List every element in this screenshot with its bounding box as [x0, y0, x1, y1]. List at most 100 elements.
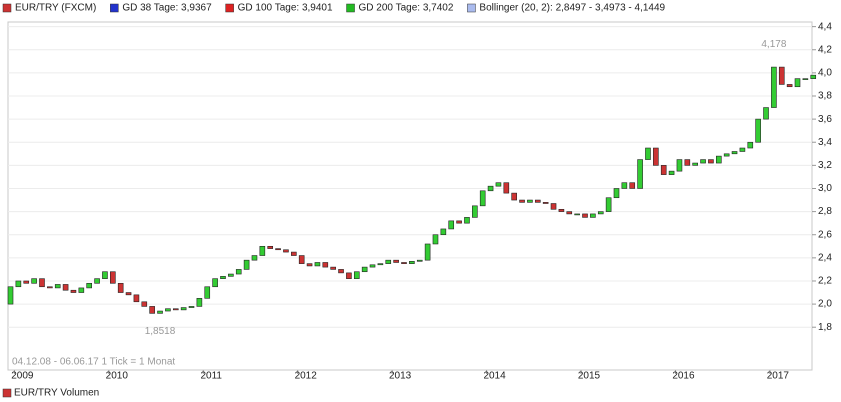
candle: [440, 228, 447, 236]
candle: [424, 243, 431, 261]
candle: [283, 249, 289, 253]
candle: [7, 286, 14, 305]
y-tick-label: 2,4: [818, 252, 832, 263]
plot-area: [7, 21, 813, 371]
y-tick-label: 3,2: [818, 160, 832, 171]
x-tick-label: 2009: [11, 371, 34, 382]
candle: [54, 284, 61, 289]
candle: [338, 269, 344, 274]
candle: [700, 159, 706, 164]
legend-swatch: [2, 3, 12, 13]
candle: [755, 118, 761, 143]
candle: [637, 159, 643, 189]
candle: [385, 259, 392, 264]
candle: [275, 248, 281, 251]
candle: [590, 213, 596, 218]
y-tick-label: 4,2: [818, 44, 832, 55]
volume-swatch: [2, 388, 12, 398]
y-tick-label: 2,0: [818, 299, 832, 310]
candle: [527, 199, 533, 203]
legend-label: GD 200 Tage: 3,7402: [359, 3, 454, 14]
candle: [692, 162, 698, 166]
candle: [361, 266, 368, 273]
candle: [298, 255, 305, 264]
x-tick-label: 2016: [672, 371, 695, 382]
candle: [235, 269, 242, 275]
y-tick-label: 3,0: [818, 183, 832, 194]
candle: [228, 273, 234, 277]
x-tick-label: 2012: [295, 371, 318, 382]
candle: [731, 151, 738, 155]
legend-swatch: [467, 3, 476, 13]
candle: [605, 197, 612, 212]
candle: [653, 147, 659, 166]
x-tick-label: 2010: [106, 371, 129, 382]
candle: [377, 263, 384, 266]
candle: [353, 271, 360, 279]
x-tick-label: 2015: [578, 371, 601, 382]
y-tick-label: 3,6: [818, 114, 832, 125]
candle: [149, 306, 155, 314]
candle: [243, 259, 250, 270]
candle: [629, 182, 636, 189]
x-tick-label: 2011: [200, 371, 222, 382]
candle: [550, 203, 557, 210]
legend-swatch: [346, 3, 355, 13]
candle: [574, 213, 580, 216]
volume-legend: EUR/TRY Volumen: [14, 388, 99, 399]
candle: [566, 211, 573, 215]
candle: [39, 278, 45, 288]
candle: [511, 192, 517, 201]
legend-label: Bollinger (20, 2): 2,8497 - 3,4973 - 4,1…: [479, 3, 665, 14]
candle: [172, 308, 179, 311]
candle: [157, 310, 163, 314]
legend-label: GD 100 Tage: 3,9401: [238, 3, 333, 14]
candle: [582, 213, 588, 218]
candle: [314, 262, 321, 267]
y-tick-label: 3,4: [818, 137, 832, 148]
candle: [479, 190, 486, 207]
candle: [676, 159, 683, 172]
candle: [346, 272, 352, 279]
candle: [684, 159, 691, 166]
candle: [102, 271, 108, 279]
candle: [204, 286, 211, 299]
candle: [196, 298, 203, 307]
legend-label: GD 38 Tage: 3,9367: [122, 3, 212, 14]
candle: [778, 66, 785, 85]
legend-swatch: [110, 3, 119, 13]
candle: [723, 153, 730, 157]
candle: [542, 202, 549, 204]
annotation: 4,178: [761, 39, 786, 50]
candle: [416, 259, 423, 262]
candle: [62, 284, 69, 291]
candle: [70, 289, 77, 293]
candle: [448, 220, 455, 230]
candle: [180, 307, 187, 311]
candle: [251, 255, 258, 261]
y-tick-label: 2,8: [818, 206, 832, 217]
candle: [432, 234, 439, 245]
y-tick-label: 3,8: [818, 91, 832, 102]
candle: [810, 74, 817, 79]
candle: [786, 84, 793, 88]
candle: [267, 245, 274, 249]
candle: [747, 141, 754, 149]
candle: [165, 308, 171, 312]
candle: [613, 188, 620, 199]
candle: [133, 294, 140, 303]
candle: [23, 280, 30, 284]
candle: [220, 276, 226, 279]
candle: [794, 78, 801, 88]
candle: [597, 211, 604, 215]
candle: [645, 147, 651, 160]
legend-swatch: [225, 3, 234, 13]
candle: [47, 286, 53, 289]
y-tick-label: 2,6: [818, 229, 832, 240]
candle: [401, 262, 407, 264]
candle: [503, 182, 510, 194]
candle: [31, 278, 37, 284]
candle: [668, 170, 675, 175]
y-tick-label: 4,0: [818, 68, 832, 79]
